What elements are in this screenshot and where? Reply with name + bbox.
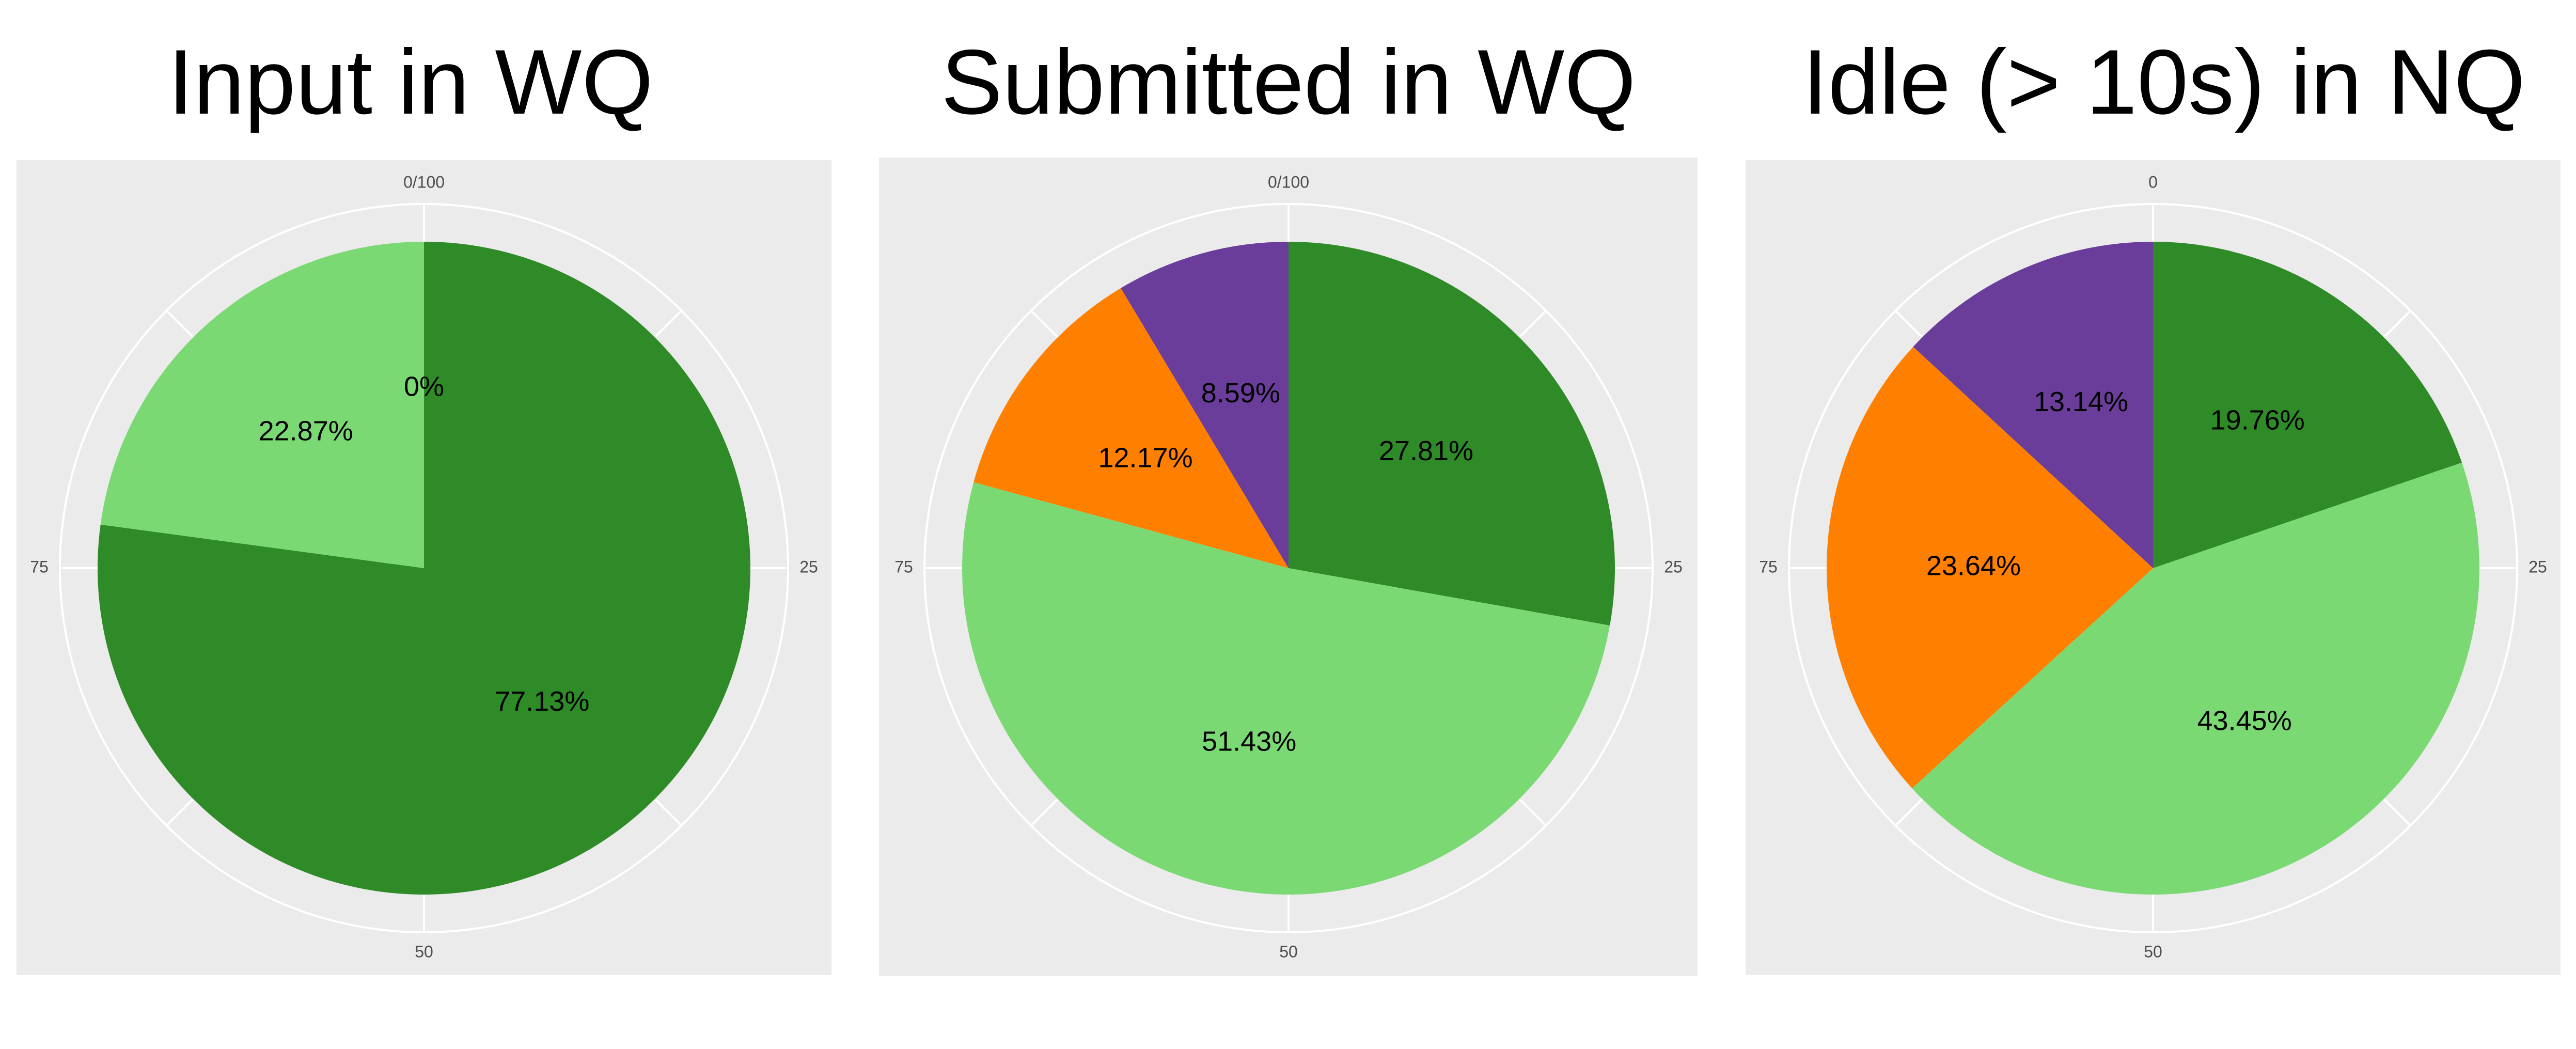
chart-title: Submitted in WQ [941,30,1636,133]
slice-label: 8.59% [1201,378,1280,409]
chart-title: Idle (> 10s) in NQ [1802,30,2525,133]
pie-slice-light-green [1912,462,2479,895]
slice-label: 77.13% [495,686,589,717]
pie-chart-1: Input in WQ 77.13% 22.87% 0% 0/100 25 50 75 [17,30,831,975]
pie-slice-orange [973,288,1289,568]
slice-label: 0% [404,371,444,402]
slice-label: 43.45% [2197,705,2292,736]
pie-slice-orange [1826,347,2153,789]
tick-label: 0/100 [403,173,445,191]
pie-slice-light-green [100,242,424,568]
slice-label: 51.43% [1202,726,1296,757]
tick-label: 25 [1664,557,1683,576]
tick-label: 0 [2148,173,2158,191]
tick-label: 0/100 [1268,173,1309,191]
tick-label: 75 [30,557,49,576]
grid-ring [923,203,1654,933]
pie-slice-purple [1913,241,2153,568]
slice-label: 19.76% [2210,405,2305,436]
pie-slice-purple [1121,242,1289,568]
grid-ring [59,203,789,933]
pie-slice-light-green [962,482,1610,895]
slice-label: 23.64% [1926,550,2021,581]
tick-label: 50 [415,942,433,961]
pie-slice-dark-green [2153,242,2462,568]
tick-label: 75 [894,557,913,576]
pie-slice-dark-green [98,242,751,895]
grid-ring [1788,203,2518,933]
tick-label: 50 [1279,942,1298,961]
slice-label: 12.17% [1098,442,1192,473]
chart-title: Input in WQ [168,30,653,133]
tick-label: 75 [1759,557,1778,576]
slice-label: 27.81% [1379,435,1473,466]
tick-label: 25 [2528,557,2547,576]
slice-label: 13.14% [2034,386,2128,417]
pie-chart-2: Submitted in WQ 27.81% 51.43% 12.17% 8.59% 0/… [879,30,1698,976]
tick-label: 25 [799,557,818,576]
tick-label: 50 [2144,942,2162,961]
slice-label: 22.87% [259,416,353,447]
pie-slice-dark-green [1289,242,1615,626]
pie-chart-3: Idle (> 10s) in NQ 19.76% 43.45% 23.64% 13.1… [1746,30,2561,975]
